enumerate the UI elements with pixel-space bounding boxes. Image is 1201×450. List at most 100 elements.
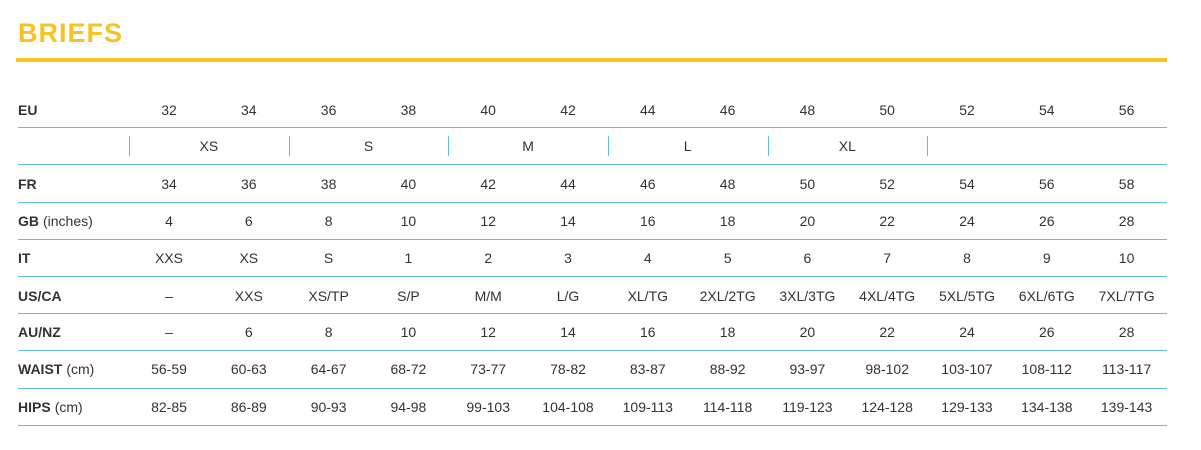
size-value: 2: [484, 250, 493, 266]
size-value: 5XL/5TG: [938, 288, 996, 304]
size-value: 14: [560, 324, 576, 340]
size-group: S: [363, 138, 374, 154]
row-label-text: EU: [18, 102, 38, 118]
size-group: XS: [199, 138, 219, 154]
title-rule: [16, 58, 1167, 62]
row-line: [18, 276, 1167, 277]
size-value: 10: [400, 324, 417, 340]
size-value: 4: [643, 250, 652, 266]
row-label-text: GB: [18, 213, 39, 229]
size-value: 6: [244, 213, 253, 229]
size-value: 104-108: [542, 399, 594, 415]
row-line: [18, 202, 1167, 203]
size-value: 93-97: [789, 361, 826, 377]
size-value: 48: [799, 102, 816, 118]
size-value: 12: [480, 213, 496, 229]
size-group: XL: [838, 138, 856, 154]
size-value: S: [323, 250, 334, 266]
size-value: 4: [165, 213, 173, 229]
size-value: 129-133: [941, 399, 993, 415]
size-value: 2XL/2TG: [699, 288, 756, 304]
row-label: FR: [18, 176, 37, 192]
row-unit: (inches): [43, 213, 93, 229]
size-value: 40: [480, 102, 496, 118]
size-value: 10: [400, 213, 417, 229]
size-value: 124-128: [861, 399, 913, 415]
size-value: 56: [1118, 102, 1135, 118]
size-value: 38: [320, 176, 337, 192]
size-value: 4XL/4TG: [859, 288, 916, 304]
size-value: 114-118: [702, 399, 753, 415]
row-label-text: WAIST: [18, 361, 63, 377]
row-label: WAIST (cm): [18, 361, 94, 377]
size-value: 9: [1042, 250, 1051, 266]
size-value: 8: [324, 213, 333, 229]
size-value: 50: [879, 102, 895, 118]
size-value: 78-82: [550, 361, 586, 377]
size-value: 44: [560, 176, 576, 192]
row-label: HIPS (cm): [18, 399, 83, 415]
size-value: 90-93: [310, 399, 347, 415]
row-line: [18, 425, 1167, 426]
size-value: 83-87: [629, 361, 666, 377]
size-value: 119-123: [782, 399, 833, 415]
size-value: XXS: [234, 288, 263, 304]
size-value: 54: [1039, 102, 1055, 118]
size-value: L/G: [556, 288, 580, 304]
row-label-text: FR: [18, 176, 37, 192]
size-value: 88-92: [709, 361, 746, 377]
size-group: L: [683, 138, 692, 154]
size-value: S/P: [397, 288, 420, 304]
row-line: [18, 127, 1167, 128]
size-value: –: [165, 324, 173, 340]
size-value: 12: [480, 324, 496, 340]
title: BRIEFS: [18, 18, 124, 48]
size-value: 7XL/7TG: [1098, 288, 1155, 304]
row-label: US/CA: [18, 288, 62, 304]
size-value: 8: [324, 324, 333, 340]
size-value: 18: [719, 213, 736, 229]
group-divider: [288, 136, 290, 156]
size-value: XXS: [154, 250, 184, 266]
size-value: 6XL/6TG: [1018, 288, 1075, 304]
size-value: 20: [799, 324, 816, 340]
size-value: 40: [400, 176, 417, 192]
size-value: 56-59: [151, 361, 187, 377]
group-divider: [129, 136, 131, 156]
size-value: 73-77: [470, 361, 507, 377]
size-value: 34: [161, 176, 177, 192]
size-value: 48: [719, 176, 736, 192]
size-value: 109-113: [622, 399, 673, 415]
size-value: 113-117: [1101, 361, 1152, 377]
size-value: XS/TP: [308, 288, 349, 304]
row-label-text: IT: [18, 250, 31, 266]
row-line: [18, 164, 1167, 165]
size-value: 16: [640, 324, 656, 340]
size-value: 42: [480, 176, 496, 192]
row-line: [18, 239, 1167, 240]
size-value: 10: [1118, 250, 1135, 266]
size-value: 60-63: [230, 361, 267, 377]
row-label: AU/NZ: [18, 324, 61, 340]
size-value: 38: [400, 102, 417, 118]
size-group: M: [522, 138, 534, 154]
size-value: 58: [1118, 176, 1135, 192]
row-label: GB (inches): [18, 213, 93, 229]
group-divider: [607, 136, 609, 156]
size-value: 20: [799, 213, 816, 229]
size-value: 46: [640, 176, 656, 192]
row-label-text: HIPS: [18, 399, 51, 415]
size-value: 28: [1118, 324, 1135, 340]
row-line: [18, 313, 1167, 314]
row-label: IT: [18, 250, 30, 266]
size-value: –: [165, 288, 173, 304]
size-value: 26: [1039, 213, 1055, 229]
size-value: 1: [404, 250, 413, 266]
size-value: 64-67: [310, 361, 347, 377]
size-value: 3: [564, 250, 572, 266]
group-divider: [927, 136, 929, 156]
size-value: XS: [239, 250, 259, 266]
size-value: 86-89: [230, 399, 267, 415]
row-line: [18, 350, 1167, 351]
